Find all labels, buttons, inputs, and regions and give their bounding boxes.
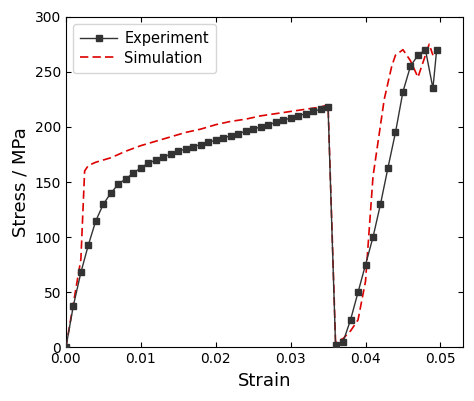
Simulation	[426, 42, 432, 47]
Experiment	[434, 47, 439, 52]
Simulation	[389, 64, 394, 69]
Simulation	[333, 340, 338, 344]
Simulation	[303, 107, 309, 111]
Experiment	[423, 47, 428, 52]
Simulation	[392, 53, 398, 58]
Simulation	[116, 152, 121, 157]
Simulation	[71, 301, 76, 306]
Simulation	[423, 53, 428, 58]
Simulation	[400, 47, 406, 52]
Simulation	[430, 53, 436, 58]
Simulation	[243, 117, 248, 122]
Simulation	[183, 130, 189, 135]
Line: Simulation: Simulation	[66, 44, 433, 348]
Simulation	[415, 75, 421, 80]
X-axis label: Strain: Strain	[237, 372, 291, 390]
Simulation	[153, 139, 159, 144]
Simulation	[318, 105, 323, 109]
Simulation	[273, 111, 279, 116]
Experiment	[175, 149, 181, 154]
Simulation	[82, 168, 88, 173]
Y-axis label: Stress / MPa: Stress / MPa	[11, 127, 29, 237]
Simulation	[123, 149, 128, 154]
Simulation	[370, 174, 376, 179]
Simulation	[198, 127, 203, 132]
Simulation	[340, 336, 346, 341]
Simulation	[325, 102, 331, 107]
Simulation	[85, 163, 91, 168]
Simulation	[348, 328, 354, 333]
Simulation	[382, 97, 387, 102]
Legend: Experiment, Simulation: Experiment, Simulation	[73, 24, 216, 73]
Simulation	[258, 113, 264, 118]
Simulation	[168, 134, 173, 139]
Simulation	[93, 160, 99, 164]
Line: Experiment: Experiment	[63, 47, 440, 350]
Simulation	[78, 257, 84, 261]
Experiment	[63, 345, 69, 350]
Simulation	[100, 158, 106, 162]
Simulation	[213, 122, 219, 127]
Simulation	[408, 58, 413, 63]
Experiment	[430, 86, 436, 91]
Experiment	[310, 109, 316, 114]
Simulation	[63, 345, 69, 350]
Simulation	[108, 155, 114, 160]
Experiment	[146, 161, 151, 166]
Simulation	[355, 318, 361, 322]
Simulation	[228, 119, 234, 124]
Simulation	[363, 279, 368, 284]
Simulation	[138, 143, 144, 148]
Experiment	[183, 146, 189, 151]
Simulation	[288, 109, 293, 114]
Experiment	[333, 343, 338, 348]
